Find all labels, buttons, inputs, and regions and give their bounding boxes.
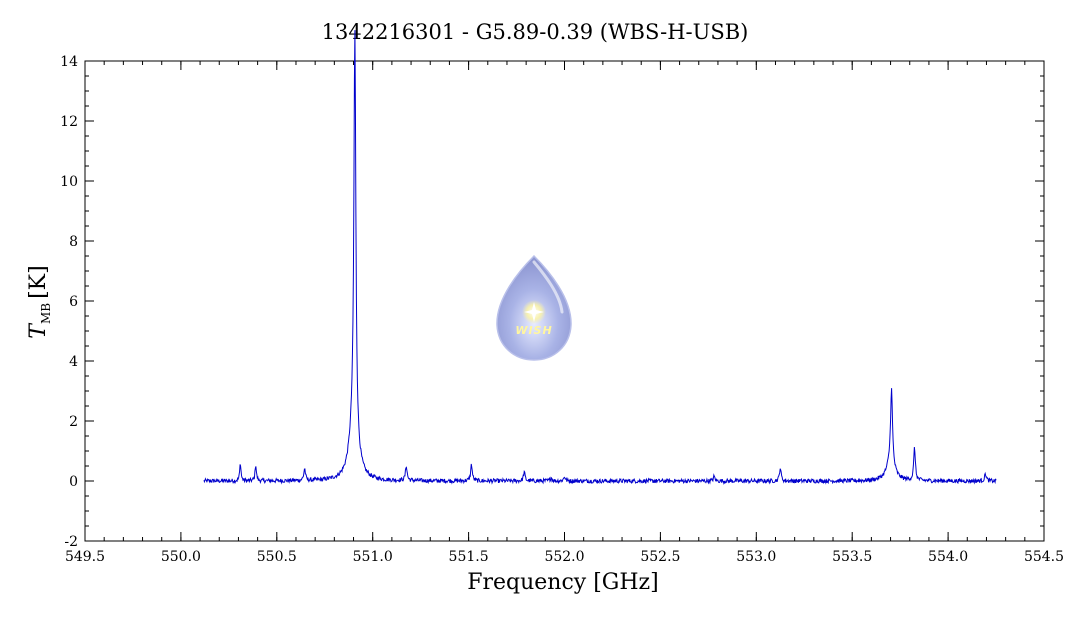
x-tick-label: 549.5 — [65, 549, 105, 565]
wish-logo: WISH — [496, 254, 572, 361]
x-tick-labels: 549.5 550.0 550.5 551.0 551.5 552.0 552.5 553.0… — [65, 549, 1064, 565]
y-tick-label: 4 — [69, 354, 78, 370]
y-tick-label: -2 — [64, 534, 78, 550]
y-tick-label: 2 — [69, 414, 78, 430]
y-tick-label: 0 — [69, 474, 78, 490]
x-tick-label: 554.5 — [1024, 549, 1064, 565]
x-tick-label: 550.5 — [257, 549, 297, 565]
x-tick-label: 553.0 — [736, 549, 776, 565]
y-tick-label: 14 — [60, 54, 78, 70]
y-tick-label: 8 — [69, 234, 78, 250]
y-axis-label: TMB [K] — [26, 265, 53, 338]
ticks — [84, 60, 1045, 542]
star-icon — [524, 302, 544, 322]
x-tick-label: 554.0 — [928, 549, 968, 565]
chart-title: 1342216301 - G5.89-0.39 (WBS-H-USB) — [322, 20, 749, 44]
x-tick-label: 552.5 — [640, 549, 680, 565]
x-axis-label: Frequency [GHz] — [467, 570, 659, 595]
y-tick-labels: -2 0 2 4 6 8 10 12 14 — [60, 54, 78, 550]
x-tick-label: 551.0 — [353, 549, 393, 565]
drop-highlight — [532, 260, 564, 314]
logo-text: WISH — [515, 324, 552, 337]
series-line-spectrum — [203, 30, 997, 485]
y-tick-label: 12 — [60, 114, 78, 130]
y-axis-label-main: T — [26, 322, 51, 339]
x-tick-label: 551.5 — [449, 549, 489, 565]
y-axis-label-sub: MB — [39, 303, 53, 324]
y-tick-label: 10 — [60, 174, 78, 190]
x-tick-label: 550.0 — [161, 549, 201, 565]
x-tick-label: 553.5 — [832, 549, 872, 565]
y-tick-label: 6 — [69, 294, 78, 310]
x-tick-label: 552.0 — [544, 549, 584, 565]
y-axis-label-unit: [K] — [26, 265, 51, 299]
